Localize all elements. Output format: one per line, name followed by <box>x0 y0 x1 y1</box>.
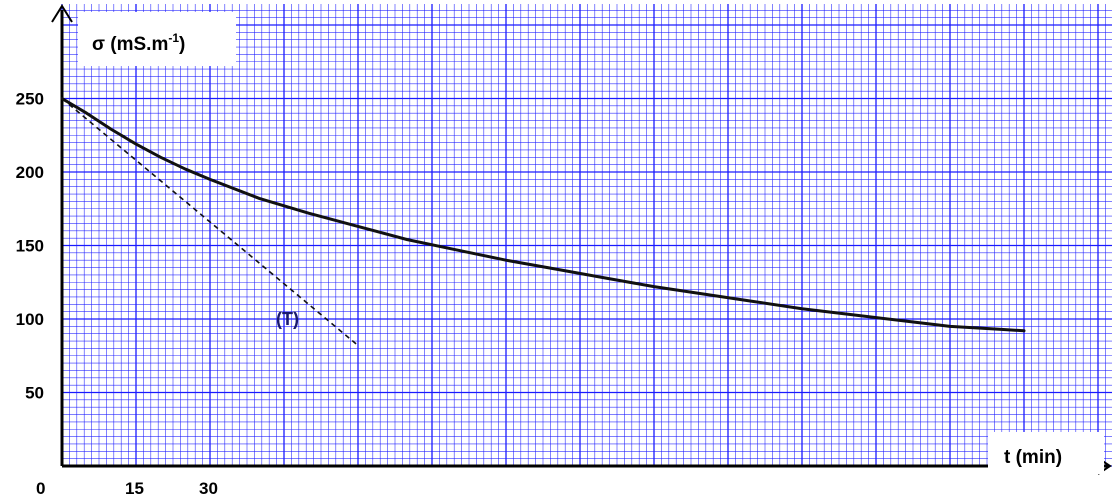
conductivity-curve <box>60 97 1026 333</box>
tangent-line <box>61 97 359 347</box>
y-tick-label: 200 <box>16 163 44 182</box>
y-tick-label: 50 <box>25 384 44 403</box>
tangent-label: (T) <box>276 309 299 329</box>
y-axis-arrow-icon <box>51 4 73 23</box>
x-tick-label: 30 <box>199 479 218 498</box>
tick-labels: 0 15 30 50 100 150 200 250 <box>16 90 218 499</box>
series: (T) <box>60 97 1026 347</box>
x-axis-title-box <box>988 432 1104 474</box>
y-tick-label: 150 <box>16 237 44 256</box>
y-tick-label: 100 <box>16 310 44 329</box>
x-tick-label: 0 <box>36 479 45 498</box>
x-axis-title: t (min) <box>1004 447 1062 468</box>
y-tick-label: 250 <box>16 90 44 109</box>
y-axis-title: σ (mS.m-1) <box>92 31 185 55</box>
x-tick-label: 15 <box>125 479 144 498</box>
grid <box>61 4 1112 467</box>
y-axis-title-box <box>78 12 236 66</box>
